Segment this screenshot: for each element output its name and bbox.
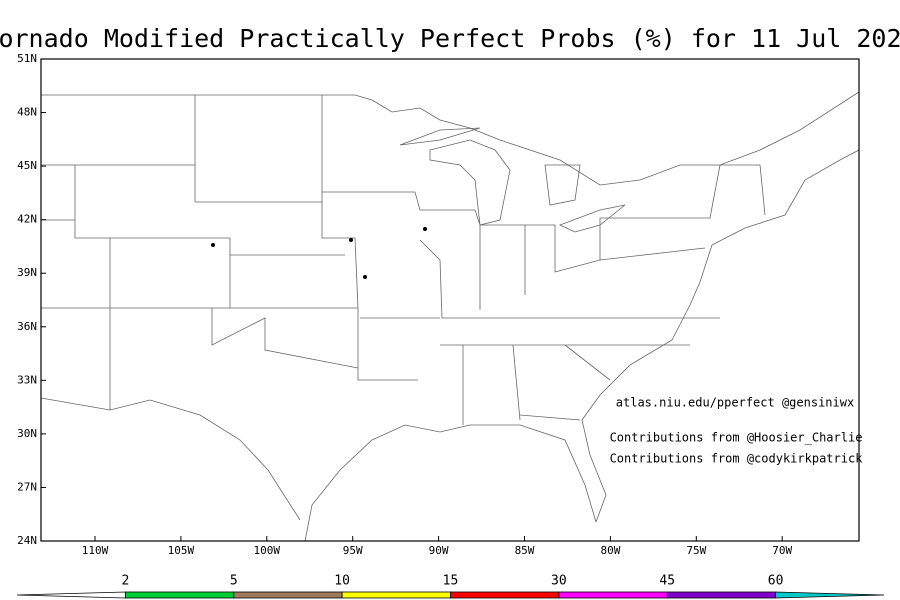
colorbar-segment bbox=[666, 591, 777, 599]
lat-label: 48N bbox=[17, 106, 37, 119]
colorbar-label: 5 bbox=[230, 574, 238, 589]
colorbar-label: 15 bbox=[443, 574, 459, 589]
lon-label: 110W bbox=[82, 544, 109, 557]
report-dot bbox=[363, 275, 367, 279]
lon-label: 100W bbox=[254, 544, 281, 557]
lat-label: 36N bbox=[17, 320, 37, 333]
lon-label: 105W bbox=[168, 544, 195, 557]
lon-label: 80W bbox=[600, 544, 620, 557]
lat-label: 27N bbox=[17, 480, 37, 493]
lat-label: 42N bbox=[17, 213, 37, 226]
lat-label: 39N bbox=[17, 266, 37, 279]
lon-label: 95W bbox=[343, 544, 363, 557]
map-frame bbox=[40, 58, 860, 542]
map-title: Tornado Modified Practically Perfect Pro… bbox=[0, 24, 900, 53]
colorbar-segment bbox=[16, 591, 126, 599]
colorbar-label: 60 bbox=[768, 574, 784, 589]
colorbar-label: 10 bbox=[334, 574, 350, 589]
credit-text: atlas.niu.edu/pperfect @gensiniwx bbox=[616, 396, 854, 410]
report-dot bbox=[349, 238, 353, 242]
lon-label: 70W bbox=[772, 544, 792, 557]
colorbar-segment bbox=[341, 591, 451, 599]
colorbar-segment bbox=[558, 591, 668, 599]
colorbar-segment bbox=[450, 591, 560, 599]
colorbar-segment bbox=[775, 591, 885, 599]
colorbar-segment bbox=[124, 591, 235, 599]
lon-label: 75W bbox=[686, 544, 706, 557]
credit-text: Contributions from @Hoosier_Charlie bbox=[610, 431, 863, 445]
lat-label: 45N bbox=[17, 159, 37, 172]
credit-text: Contributions from @codykirkpatrick bbox=[610, 452, 864, 466]
colorbar-label: 30 bbox=[551, 574, 567, 589]
colorbar-segment bbox=[233, 591, 343, 599]
lat-label: 30N bbox=[17, 427, 37, 440]
lon-label: 85W bbox=[515, 544, 535, 557]
report-dot bbox=[423, 227, 427, 231]
report-dots bbox=[211, 227, 427, 279]
map-outlines bbox=[40, 91, 860, 542]
report-dot bbox=[211, 243, 215, 247]
colorbar-label: 45 bbox=[659, 574, 675, 589]
lat-label: 24N bbox=[17, 534, 37, 547]
lat-label: 51N bbox=[17, 52, 37, 65]
lat-label: 33N bbox=[17, 373, 37, 386]
colorbar-label: 2 bbox=[121, 574, 129, 589]
lon-label: 90W bbox=[429, 544, 449, 557]
